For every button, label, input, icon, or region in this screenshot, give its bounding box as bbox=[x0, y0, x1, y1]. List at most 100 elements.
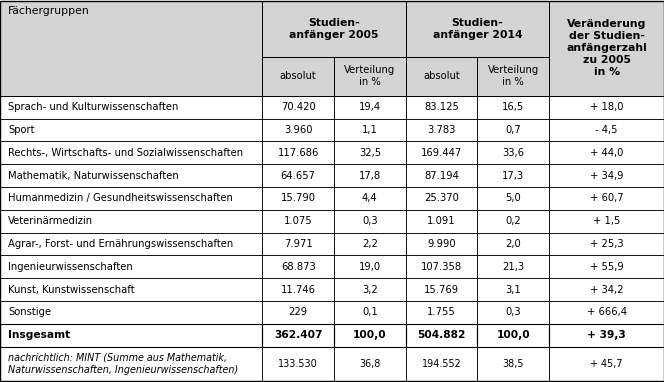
Bar bbox=[262, 96, 334, 119]
Bar bbox=[334, 346, 406, 381]
Bar bbox=[262, 210, 334, 233]
Bar bbox=[334, 141, 406, 164]
Text: absolut: absolut bbox=[280, 71, 317, 81]
Text: 15.790: 15.790 bbox=[281, 193, 315, 204]
Text: Fächergruppen: Fächergruppen bbox=[8, 6, 90, 16]
Text: + 34,9: + 34,9 bbox=[590, 171, 623, 181]
Bar bbox=[334, 119, 406, 141]
Bar bbox=[262, 141, 334, 164]
Text: 100,0: 100,0 bbox=[497, 330, 530, 340]
Text: Veterinärmedizin: Veterinärmedizin bbox=[8, 216, 93, 226]
Text: 362.407: 362.407 bbox=[274, 330, 323, 340]
Bar bbox=[477, 233, 549, 256]
Bar bbox=[262, 164, 334, 187]
Text: 117.686: 117.686 bbox=[278, 148, 319, 158]
Text: Verteilung
in %: Verteilung in % bbox=[344, 65, 396, 87]
Bar bbox=[334, 57, 406, 96]
Bar bbox=[477, 96, 549, 119]
Bar bbox=[477, 187, 549, 210]
Bar bbox=[549, 301, 664, 324]
Bar bbox=[477, 164, 549, 187]
Text: absolut: absolut bbox=[423, 71, 460, 81]
Bar bbox=[262, 256, 334, 278]
Bar bbox=[406, 278, 477, 301]
Bar bbox=[549, 301, 664, 324]
Text: 107.358: 107.358 bbox=[421, 262, 462, 272]
Bar bbox=[334, 164, 406, 187]
Bar bbox=[549, 141, 664, 164]
Bar bbox=[477, 187, 549, 210]
Bar bbox=[334, 96, 406, 119]
Text: 0,2: 0,2 bbox=[505, 216, 521, 226]
Bar bbox=[406, 233, 477, 256]
Bar bbox=[0, 141, 262, 164]
Text: 32,5: 32,5 bbox=[359, 148, 381, 158]
Bar bbox=[262, 57, 334, 96]
Bar bbox=[262, 233, 334, 256]
Bar bbox=[406, 119, 477, 141]
Text: 0,7: 0,7 bbox=[505, 125, 521, 135]
Text: 0,3: 0,3 bbox=[505, 308, 521, 317]
Bar bbox=[406, 96, 477, 119]
Text: 169.447: 169.447 bbox=[421, 148, 462, 158]
Bar bbox=[406, 1, 549, 57]
Text: 0,1: 0,1 bbox=[362, 308, 378, 317]
Bar bbox=[549, 256, 664, 278]
Bar bbox=[406, 346, 477, 381]
Text: 21,3: 21,3 bbox=[502, 262, 525, 272]
Text: 83.125: 83.125 bbox=[424, 102, 459, 112]
Text: 133.530: 133.530 bbox=[278, 359, 318, 369]
Text: 1.091: 1.091 bbox=[427, 216, 456, 226]
Bar bbox=[549, 256, 664, 278]
Text: 1,1: 1,1 bbox=[362, 125, 378, 135]
Text: Studien-
anfänger 2014: Studien- anfänger 2014 bbox=[433, 18, 522, 40]
Bar bbox=[406, 256, 477, 278]
Bar bbox=[549, 210, 664, 233]
Bar bbox=[406, 301, 477, 324]
Bar bbox=[477, 141, 549, 164]
Bar bbox=[262, 324, 334, 346]
Text: Insgesamt: Insgesamt bbox=[8, 330, 70, 340]
Bar bbox=[477, 324, 549, 346]
Bar bbox=[549, 164, 664, 187]
Text: 15.769: 15.769 bbox=[424, 285, 459, 295]
Text: + 666,4: + 666,4 bbox=[586, 308, 627, 317]
Bar bbox=[334, 96, 406, 119]
Bar bbox=[406, 346, 477, 381]
Text: 1.075: 1.075 bbox=[284, 216, 313, 226]
Bar bbox=[549, 141, 664, 164]
Bar bbox=[549, 346, 664, 381]
Bar bbox=[334, 256, 406, 278]
Text: + 60,7: + 60,7 bbox=[590, 193, 623, 204]
Bar bbox=[406, 301, 477, 324]
Bar bbox=[0, 141, 262, 164]
Bar bbox=[0, 278, 262, 301]
Text: + 44,0: + 44,0 bbox=[590, 148, 623, 158]
Text: 19,0: 19,0 bbox=[359, 262, 381, 272]
Text: + 39,3: + 39,3 bbox=[587, 330, 626, 340]
Bar bbox=[549, 187, 664, 210]
Bar bbox=[477, 119, 549, 141]
Bar bbox=[334, 256, 406, 278]
Bar bbox=[477, 210, 549, 233]
Bar bbox=[334, 233, 406, 256]
Bar bbox=[262, 233, 334, 256]
Text: + 34,2: + 34,2 bbox=[590, 285, 623, 295]
Bar bbox=[262, 187, 334, 210]
Bar bbox=[549, 278, 664, 301]
Bar bbox=[477, 278, 549, 301]
Text: 70.420: 70.420 bbox=[281, 102, 315, 112]
Bar bbox=[0, 256, 262, 278]
Bar bbox=[262, 187, 334, 210]
Bar bbox=[0, 256, 262, 278]
Text: 3.783: 3.783 bbox=[428, 125, 456, 135]
Text: 100,0: 100,0 bbox=[353, 330, 386, 340]
Bar bbox=[262, 164, 334, 187]
Bar bbox=[477, 324, 549, 346]
Bar bbox=[334, 141, 406, 164]
Bar bbox=[549, 346, 664, 381]
Text: 68.873: 68.873 bbox=[281, 262, 315, 272]
Bar bbox=[406, 256, 477, 278]
Bar bbox=[262, 324, 334, 346]
Bar bbox=[477, 301, 549, 324]
